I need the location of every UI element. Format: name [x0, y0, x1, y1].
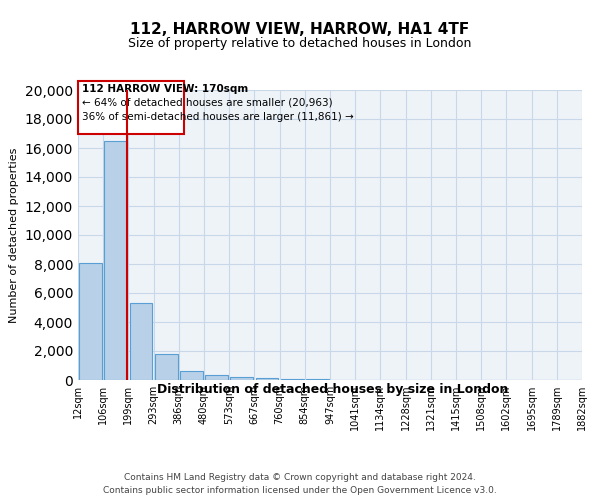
- Bar: [205, 375, 228, 380]
- Bar: [256, 378, 278, 380]
- Text: Contains HM Land Registry data © Crown copyright and database right 2024.: Contains HM Land Registry data © Crown c…: [124, 472, 476, 482]
- Text: 36% of semi-detached houses are larger (11,861) →: 36% of semi-detached houses are larger (…: [82, 112, 353, 122]
- Bar: [230, 377, 253, 380]
- Text: 112 HARROW VIEW: 170sqm: 112 HARROW VIEW: 170sqm: [82, 84, 248, 94]
- Bar: [281, 378, 304, 380]
- Text: Distribution of detached houses by size in London: Distribution of detached houses by size …: [157, 382, 509, 396]
- Y-axis label: Number of detached properties: Number of detached properties: [9, 148, 19, 322]
- Bar: [130, 303, 152, 380]
- Bar: [155, 354, 178, 380]
- Text: Contains public sector information licensed under the Open Government Licence v3: Contains public sector information licen…: [103, 486, 497, 495]
- Bar: [104, 141, 127, 380]
- Text: Size of property relative to detached houses in London: Size of property relative to detached ho…: [128, 38, 472, 51]
- Text: 112, HARROW VIEW, HARROW, HA1 4TF: 112, HARROW VIEW, HARROW, HA1 4TF: [130, 22, 470, 38]
- Bar: [79, 262, 102, 380]
- Bar: [180, 372, 203, 380]
- FancyBboxPatch shape: [78, 82, 184, 134]
- Text: ← 64% of detached houses are smaller (20,963): ← 64% of detached houses are smaller (20…: [82, 97, 332, 108]
